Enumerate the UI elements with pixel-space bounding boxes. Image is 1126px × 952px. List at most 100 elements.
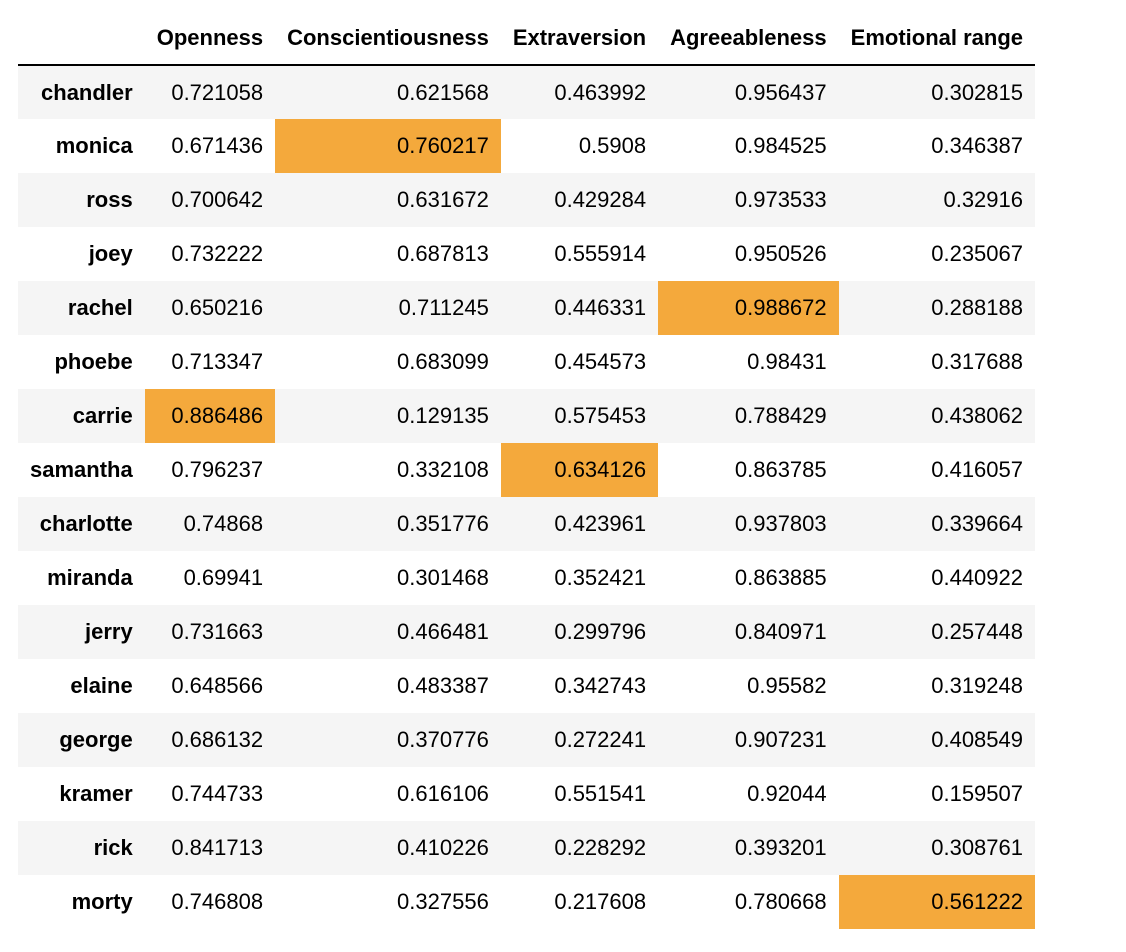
row-label: carrie (72, 403, 133, 428)
cell-agreeableness: 0.95582 (747, 673, 827, 698)
cell-agreeableness: 0.393201 (734, 835, 827, 860)
cell-conscientiousness: 0.616106 (397, 781, 489, 806)
cell-emotional-range: 0.346387 (931, 133, 1023, 158)
table-body: chandler 0.721058 0.621568 0.463992 0.956437… (18, 65, 1035, 929)
cell-extraversion: 0.575453 (554, 403, 647, 428)
cell-extraversion: 0.5908 (578, 133, 647, 158)
cell-emotional-range: 0.302815 (931, 79, 1023, 105)
cell-agreeableness: 0.840971 (734, 619, 827, 644)
table-row: ross 0.700642 0.631672 0.429284 0.973533 0.32… (18, 173, 1035, 227)
cell-emotional-range: 0.288188 (931, 295, 1023, 320)
cell-conscientiousness: 0.687813 (397, 241, 489, 266)
row-label: samantha (30, 457, 133, 482)
cell-extraversion: 0.228292 (554, 835, 647, 860)
cell-emotional-range: 0.408549 (931, 727, 1023, 752)
row-label: chandler (41, 79, 133, 105)
header-row: Openness Conscientiousness Extraversion … (18, 12, 1035, 66)
cell-conscientiousness: 0.683099 (397, 349, 489, 374)
cell-openness: 0.731663 (171, 619, 264, 644)
cell-extraversion-max: 0.634126 (500, 443, 659, 497)
column-header-agreeableness: Agreeableness (658, 12, 839, 66)
cell-openness: 0.713347 (171, 349, 264, 374)
cell-openness: 0.841713 (171, 835, 264, 860)
table-row: kramer 0.744733 0.616106 0.551541 0.92044 0.1… (18, 767, 1035, 821)
cell-conscientiousness: 0.483387 (397, 673, 489, 698)
column-header-emotional-range: Emotional range (838, 12, 1035, 66)
cell-conscientiousness: 0.129135 (397, 403, 489, 428)
row-label: ross (86, 187, 133, 212)
cell-emotional-range: 0.416057 (931, 457, 1023, 482)
cell-agreeableness: 0.937803 (734, 511, 827, 536)
cell-agreeableness: 0.956437 (734, 79, 827, 105)
personality-table: Openness Conscientiousness Extraversion … (18, 12, 1035, 929)
personality-table-container: Openness Conscientiousness Extraversion … (18, 12, 1035, 929)
cell-agreeableness: 0.788429 (734, 403, 827, 428)
cell-emotional-range: 0.257448 (931, 619, 1023, 644)
cell-emotional-range: 0.32916 (943, 187, 1023, 212)
cell-openness: 0.74868 (183, 511, 264, 536)
table-row: samantha 0.796237 0.332108 0.634126 0.863785… (18, 443, 1035, 497)
cell-conscientiousness-max: 0.760217 (275, 119, 501, 173)
cell-extraversion: 0.429284 (554, 187, 647, 212)
cell-openness: 0.744733 (171, 781, 264, 806)
cell-openness: 0.69941 (183, 565, 264, 590)
table-row: rick 0.841713 0.410226 0.228292 0.393201 0.30… (18, 821, 1035, 875)
cell-conscientiousness: 0.621568 (397, 79, 489, 105)
cell-agreeableness: 0.973533 (734, 187, 827, 212)
cell-conscientiousness: 0.466481 (397, 619, 489, 644)
cell-agreeableness: 0.907231 (734, 727, 827, 752)
cell-emotional-range-max: 0.561222 (838, 875, 1035, 929)
table-row: miranda 0.69941 0.301468 0.352421 0.863885 0.… (18, 551, 1035, 605)
table-header: Openness Conscientiousness Extraversion … (18, 12, 1035, 66)
row-label: phoebe (54, 349, 133, 374)
table-row: charlotte 0.74868 0.351776 0.423961 0.937803… (18, 497, 1035, 551)
table-row: george 0.686132 0.370776 0.272241 0.907231 0.… (18, 713, 1035, 767)
cell-conscientiousness: 0.711245 (398, 295, 489, 320)
table-row: carrie 0.886486 0.129135 0.575453 0.788429 0.… (18, 389, 1035, 443)
cell-agreeableness: 0.98431 (747, 349, 827, 374)
cell-extraversion: 0.551541 (554, 781, 647, 806)
table-row: elaine 0.648566 0.483387 0.342743 0.95582 0.3… (18, 659, 1035, 713)
cell-openness: 0.796237 (171, 457, 264, 482)
row-label: morty (71, 889, 133, 914)
row-label: george (59, 727, 133, 752)
cell-conscientiousness: 0.351776 (397, 511, 489, 536)
table-row: morty 0.746808 0.327556 0.217608 0.780668 0.5… (18, 875, 1035, 929)
corner-header (18, 12, 145, 66)
cell-agreeableness: 0.863785 (734, 457, 827, 482)
cell-agreeableness: 0.950526 (734, 241, 827, 266)
cell-conscientiousness: 0.332108 (397, 457, 489, 482)
cell-extraversion: 0.272241 (554, 727, 647, 752)
cell-agreeableness: 0.863885 (734, 565, 827, 590)
cell-conscientiousness: 0.631672 (397, 187, 489, 212)
cell-conscientiousness: 0.301468 (397, 565, 489, 590)
cell-openness: 0.686132 (171, 727, 264, 752)
cell-extraversion: 0.423961 (554, 511, 647, 536)
cell-extraversion: 0.555914 (554, 241, 647, 266)
column-header-extraversion: Extraversion (500, 12, 659, 66)
cell-extraversion: 0.299796 (554, 619, 647, 644)
cell-emotional-range: 0.235067 (931, 241, 1023, 266)
table-row: joey 0.732222 0.687813 0.555914 0.950526 0.23… (18, 227, 1035, 281)
row-label: miranda (47, 565, 133, 590)
cell-extraversion: 0.342743 (554, 673, 647, 698)
table-row: chandler 0.721058 0.621568 0.463992 0.956437… (18, 65, 1035, 119)
cell-agreeableness: 0.780668 (734, 889, 827, 914)
cell-openness: 0.650216 (171, 295, 264, 320)
row-label: elaine (70, 673, 133, 698)
cell-conscientiousness: 0.327556 (397, 889, 489, 914)
row-label: charlotte (39, 511, 133, 536)
cell-extraversion: 0.454573 (554, 349, 647, 374)
cell-extraversion: 0.463992 (554, 79, 647, 105)
column-header-conscientiousness: Conscientiousness (275, 12, 501, 66)
cell-openness: 0.648566 (171, 673, 264, 698)
cell-extraversion: 0.446331 (554, 295, 647, 320)
cell-openness-max: 0.886486 (144, 389, 276, 443)
row-label: rachel (67, 295, 133, 320)
cell-emotional-range: 0.438062 (931, 403, 1023, 428)
cell-emotional-range: 0.317688 (931, 349, 1023, 374)
cell-agreeableness: 0.984525 (734, 133, 827, 158)
cell-emotional-range: 0.308761 (931, 835, 1023, 860)
cell-openness: 0.732222 (171, 241, 264, 266)
column-header-openness: Openness (144, 12, 276, 66)
